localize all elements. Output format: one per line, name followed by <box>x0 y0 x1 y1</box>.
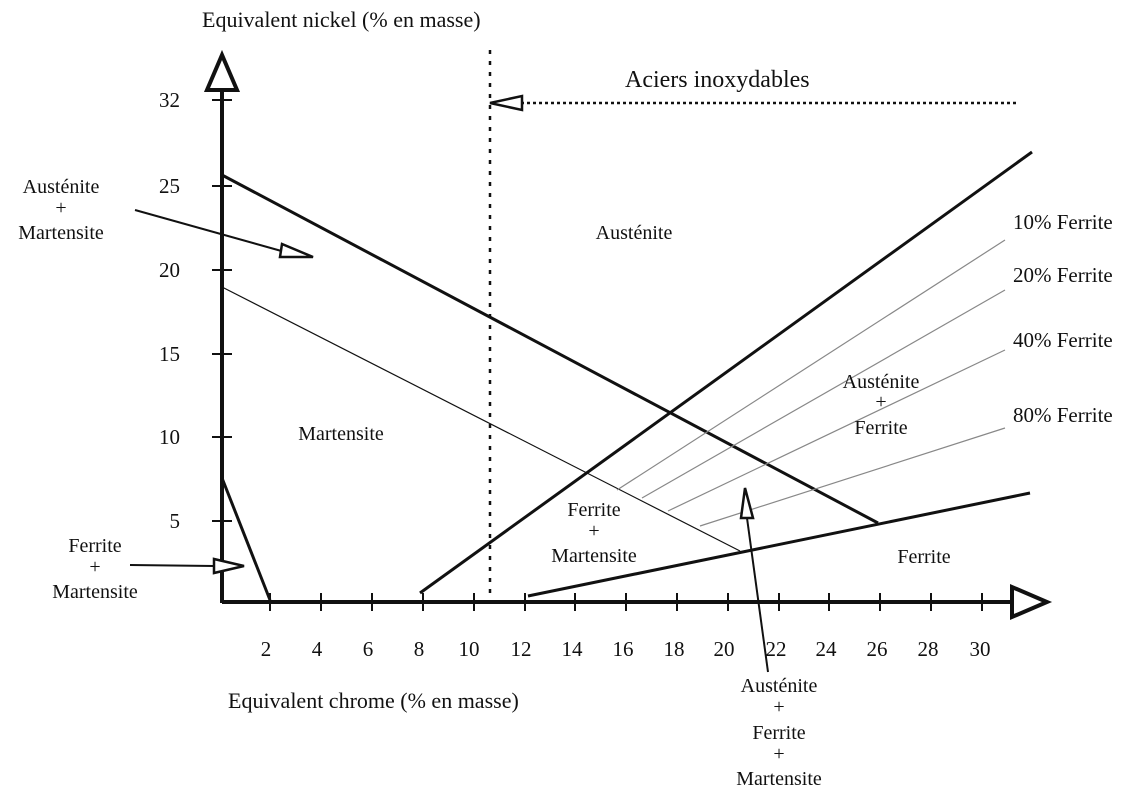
x-tick-label: 8 <box>414 637 425 661</box>
ferrite-boundary <box>527 491 1031 598</box>
region-martensite: Martensite <box>298 423 384 445</box>
x-tick-label: 14 <box>562 637 584 661</box>
callout-austenite-ferrite-martensite: Austénite + Ferrite + Martensite <box>736 675 822 790</box>
x-tick-label: 12 <box>511 637 532 661</box>
iso-ferrite-40 <box>667 349 1006 512</box>
region-ferrite: Ferrite <box>897 546 950 568</box>
y-tick-label: 10 <box>159 425 180 449</box>
iso-ferrite-lines <box>616 239 1006 527</box>
y-tick-labels: 5 10 15 20 25 32 <box>159 88 180 533</box>
austenite-martensite-boundary <box>221 173 879 525</box>
stainless-label: Aciers inoxydables <box>625 67 810 93</box>
iso-ferrite-10 <box>616 239 1006 491</box>
callout-arrow-austenite-ferrite-martensite <box>746 517 769 673</box>
callout-label-line: + <box>773 743 784 765</box>
stainless-arrowhead <box>489 94 524 112</box>
callout-label-line: + <box>55 197 66 219</box>
y-axis-label: Equivalent nickel (% en masse) <box>202 7 481 32</box>
austenite-ferrite-boundary <box>419 150 1033 595</box>
iso-ferrite-label-10: 10% Ferrite <box>1013 210 1113 234</box>
iso-ferrite-label-20: 20% Ferrite <box>1013 263 1113 287</box>
callout-austenite-martensite: Austénite + Martensite <box>18 176 104 244</box>
region-label-line: Austénite <box>843 371 920 393</box>
x-tick-label: 26 <box>867 637 888 661</box>
iso-ferrite-label-80: 80% Ferrite <box>1013 403 1113 427</box>
callout-label-line: Ferrite <box>752 722 805 744</box>
region-label-line: Ferrite <box>854 417 907 439</box>
x-tick-label: 10 <box>459 637 480 661</box>
callout-label-line: Austénite <box>741 675 818 697</box>
region-austenite-ferrite: Austénite + Ferrite <box>843 371 920 439</box>
callout-arrowhead-ferrite-martensite-low <box>212 557 245 575</box>
x-tick-label: 24 <box>816 637 838 661</box>
callout-label-line: + <box>89 556 100 578</box>
callout-label-line: Martensite <box>52 581 138 603</box>
region-austenite: Austénite <box>596 222 673 244</box>
y-tick-label: 5 <box>170 509 181 533</box>
x-tick-label: 28 <box>918 637 939 661</box>
y-tick-label: 20 <box>159 258 180 282</box>
y-tick-label: 32 <box>159 88 180 112</box>
region-label-line: + <box>588 520 599 542</box>
iso-ferrite-20 <box>641 289 1006 499</box>
callout-label-line: + <box>773 696 784 718</box>
x-tick-label: 20 <box>714 637 735 661</box>
region-label-line: Ferrite <box>567 499 620 521</box>
x-tick-label: 16 <box>613 637 634 661</box>
region-ferrite-martensite: Ferrite + Martensite <box>551 499 637 567</box>
x-axis-label: Equivalent chrome (% en masse) <box>228 688 519 713</box>
x-tick-label: 22 <box>766 637 787 661</box>
region-label-line: Martensite <box>551 545 637 567</box>
x-tick-label: 6 <box>363 637 374 661</box>
iso-ferrite-labels: 10% Ferrite 20% Ferrite 40% Ferrite 80% … <box>1013 210 1113 427</box>
martensite-boundary-thin <box>221 286 741 552</box>
x-tick-label: 18 <box>664 637 685 661</box>
callout-label-line: Martensite <box>736 768 822 790</box>
ferrite-martensite-low-boundary <box>220 477 272 601</box>
x-tick-labels: 2 4 6 8 10 12 14 16 18 20 22 24 26 28 30 <box>261 637 991 661</box>
x-tick-label: 30 <box>970 637 991 661</box>
y-ticks <box>212 99 232 522</box>
y-tick-label: 15 <box>159 342 180 366</box>
x-tick-label: 4 <box>312 637 323 661</box>
callout-arrowhead-austenite-ferrite-martensite <box>739 487 755 520</box>
iso-ferrite-label-40: 40% Ferrite <box>1013 328 1113 352</box>
x-ticks <box>269 593 983 611</box>
callout-arrow-austenite-martensite <box>134 209 286 253</box>
region-label-line: + <box>875 391 886 413</box>
callout-label-line: Martensite <box>18 222 104 244</box>
callout-arrowhead-austenite-martensite <box>278 242 314 259</box>
callout-label-line: Austénite <box>23 176 100 198</box>
callout-arrow-ferrite-martensite-low <box>129 564 215 567</box>
callout-label-line: Ferrite <box>68 535 121 557</box>
y-tick-label: 25 <box>159 174 180 198</box>
x-axis-arrowhead <box>1010 583 1053 621</box>
x-tick-label: 2 <box>261 637 272 661</box>
callout-ferrite-martensite-low: Ferrite + Martensite <box>52 535 138 603</box>
y-axis-arrowhead <box>203 49 241 92</box>
